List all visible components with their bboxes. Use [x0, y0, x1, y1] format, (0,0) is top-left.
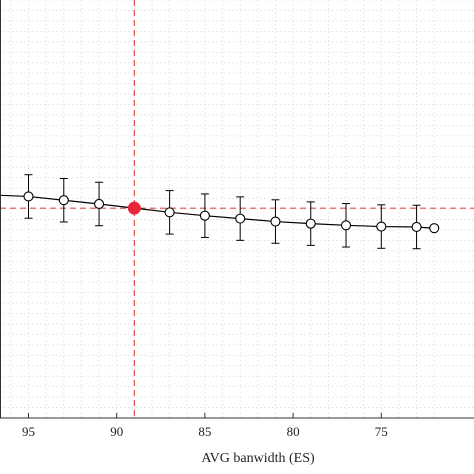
data-point	[305, 218, 316, 229]
data-point	[94, 198, 105, 210]
x-tick-label: 75	[375, 424, 388, 439]
x-tick-label: 95	[22, 424, 35, 439]
x-tick-label: 90	[110, 424, 123, 439]
x-axis-label: AVG banwidth (ES)	[201, 451, 315, 466]
data-point	[199, 210, 210, 221]
highlight-point	[127, 201, 141, 215]
x-tick-label: 85	[198, 424, 211, 439]
data-series	[0, 174, 440, 250]
axes: 95 90 85 80 75	[0, 0, 474, 439]
data-point	[58, 195, 69, 206]
data-point	[411, 221, 422, 233]
data-point	[23, 191, 34, 202]
data-point	[376, 221, 387, 232]
data-point	[270, 216, 281, 227]
data-point	[340, 220, 352, 231]
grid	[0, 0, 474, 419]
data-point	[429, 223, 440, 234]
data-point	[235, 213, 246, 224]
x-tick-label: 80	[287, 424, 300, 439]
reference-lines	[0, 0, 474, 418]
data-point	[164, 207, 175, 218]
